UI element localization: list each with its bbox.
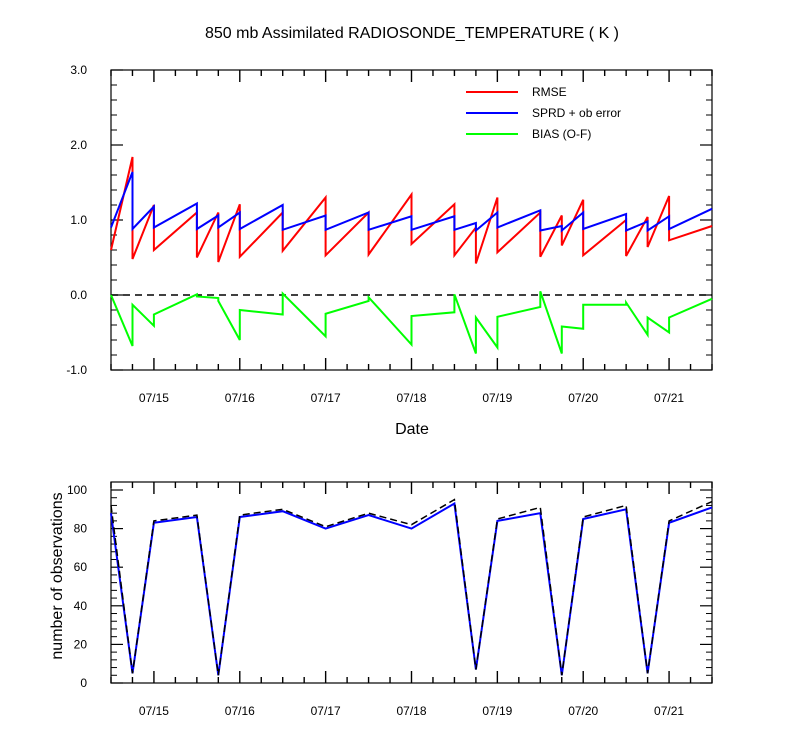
bottom-plot-area: 07/15 07/16 07/17 07/18 07/19 07/20 07/21 0 20 40… (67, 481, 713, 718)
top-plot-area: 07/15 07/16 07/17 07/18 07/19 07/20 07/21 -1.0 0… (66, 63, 713, 405)
top-x-tick-label: 07/21 (654, 391, 684, 405)
top-y-tick-label: -1.0 (66, 363, 87, 377)
top-chart-legend: RMSE SPRD + ob error BIAS (O-F) (466, 85, 621, 141)
top-x-axis-title: Date (395, 421, 429, 438)
bottom-y-tick-label: 20 (74, 637, 88, 651)
legend-label-sprd-ob-error: SPRD + ob error (532, 106, 621, 120)
top-x-tick-label: 07/17 (311, 391, 341, 405)
bottom-series-line-dashed (110, 498, 713, 676)
top-y-tick-label: 1.0 (70, 213, 87, 227)
top-chart-title: 850 mb Assimilated RADIOSONDE_TEMPERATUR… (205, 25, 619, 42)
bottom-y-tick-label: 100 (67, 483, 87, 497)
bottom-series-line-solid (110, 501, 713, 676)
top-y-tick-label: 0.0 (70, 288, 87, 302)
top-x-tick-label: 07/19 (482, 391, 512, 405)
top-x-tick-label: 07/15 (139, 391, 169, 405)
bottom-x-tick-label: 07/18 (396, 704, 426, 718)
top-x-tick-label: 07/16 (225, 391, 255, 405)
bottom-x-tick-label: 07/20 (568, 704, 598, 718)
top-y-tick-label: 2.0 (70, 138, 87, 152)
bottom-x-tick-label: 07/19 (482, 704, 512, 718)
bottom-x-tick-label: 07/21 (654, 704, 684, 718)
bottom-x-tick-label: 07/16 (225, 704, 255, 718)
bottom-y-axis-title: number of observations (49, 492, 66, 659)
bottom-y-tick-label: 80 (74, 522, 88, 536)
bottom-y-tick-label: 60 (74, 560, 88, 574)
bottom-y-tick-label: 40 (74, 599, 88, 613)
bottom-plot-frame (110, 481, 713, 684)
top-series-line-sprd-ob-error (110, 171, 713, 233)
legend-label-rmse: RMSE (532, 85, 567, 99)
legend-label-bias-o-f: BIAS (O-F) (532, 127, 591, 141)
bottom-x-tick-label: 07/17 (311, 704, 341, 718)
bottom-x-tick-label: 07/15 (139, 704, 169, 718)
top-y-tick-label: 3.0 (70, 63, 87, 77)
top-series-line-rmse (110, 156, 713, 264)
top-series-line-bias-o-f (110, 290, 713, 354)
top-x-tick-label: 07/20 (568, 391, 598, 405)
bottom-y-tick-label: 0 (80, 676, 87, 690)
top-x-tick-label: 07/18 (396, 391, 426, 405)
